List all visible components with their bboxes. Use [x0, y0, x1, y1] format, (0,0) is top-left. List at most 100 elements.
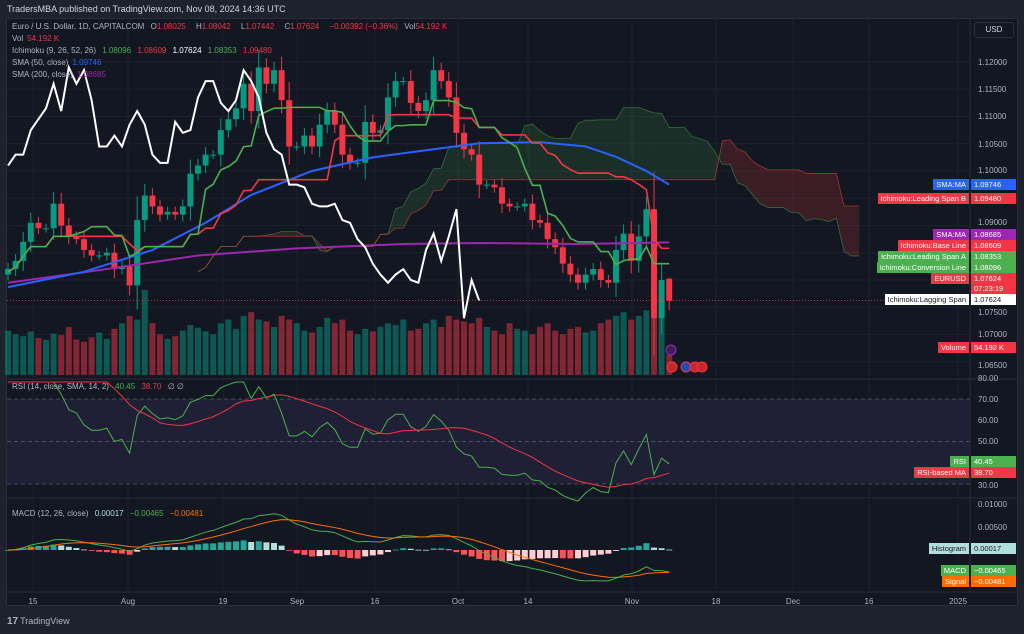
ichimoku-legend[interactable]: Ichimoku (9, 26, 52, 26) 1.08096 1.08609… — [12, 46, 276, 55]
candle-body — [613, 250, 619, 283]
ichimoku-cloud-segment — [798, 169, 806, 221]
macd-histogram-bar — [666, 549, 673, 551]
candle-body — [491, 184, 498, 188]
macd-histogram-bar — [271, 543, 277, 550]
macd-histogram-bar — [423, 549, 429, 551]
macd-histogram-bar — [233, 541, 239, 550]
sma200-legend[interactable]: SMA (200, close) 1.08685 — [12, 70, 110, 79]
price-tags-value: 1.08609 — [971, 240, 1016, 252]
candle-body — [468, 149, 475, 155]
currency-button[interactable]: USD — [974, 22, 1014, 38]
volume-bar — [225, 319, 232, 375]
candle-body — [12, 260, 19, 270]
macd-histogram-bar — [5, 550, 11, 551]
macd-histogram-bar — [544, 550, 551, 559]
macd-histogram-bar — [225, 541, 232, 550]
ichimoku-cloud-segment — [775, 169, 784, 208]
macd-histogram-bar — [453, 550, 460, 553]
rsi-ma-value: 38.70 — [141, 382, 162, 391]
candle-body — [210, 154, 217, 156]
ichimoku-cloud-segment — [600, 119, 609, 180]
sma50-legend[interactable]: SMA (50, close) 1.09746 — [12, 58, 105, 67]
macd-tags-label: Signal — [942, 576, 969, 588]
candle-body — [58, 203, 65, 226]
tag-value: 38.70 — [974, 467, 993, 477]
volume-bar — [445, 315, 452, 375]
macd-histogram-bar — [179, 547, 186, 550]
rsi-band — [7, 399, 970, 484]
volume-bar — [73, 339, 80, 375]
macd-histogram-bar — [582, 550, 589, 558]
candle-body — [339, 124, 346, 155]
macd-histogram-bar — [476, 550, 483, 559]
time-tick: Nov — [624, 597, 640, 606]
ichimoku-cloud-segment — [426, 168, 434, 206]
ichimoku-leading-span-a — [197, 107, 860, 273]
rsi-tags-label: RSI — [950, 455, 969, 467]
macd-histogram-bar — [50, 544, 57, 550]
ichimoku-cloud-segment — [441, 147, 449, 191]
macd-histogram-bar — [210, 543, 217, 550]
tag-value: −0.00481 — [974, 577, 1006, 587]
rsi-tick: 80.00 — [978, 374, 999, 383]
rsi-legend[interactable]: RSI (14, close, SMA, 14, 2) 40.45 38.70 … — [12, 382, 188, 391]
price-tags-label: Ichimoku:Leading Span A — [877, 251, 969, 263]
tradingview-brand[interactable]: 17 TradingView — [7, 616, 70, 627]
symbol-legend: Euro / U.S. Dollar, 1D, CAPITALCOM O1.08… — [12, 22, 455, 31]
ichimoku-label: Ichimoku (9, 26, 52, 26) — [12, 46, 97, 55]
sma50-label: SMA (50, close) — [12, 58, 69, 67]
tag-value: 1.08096 — [974, 263, 1002, 273]
price-tick: 1.11500 — [978, 85, 1007, 94]
macd-histogram-bar — [491, 550, 498, 561]
volume-bar — [126, 315, 133, 375]
volume-bar — [134, 319, 141, 375]
volume-bar — [491, 330, 498, 375]
volume-bar — [597, 323, 604, 375]
macd-histogram-bar — [521, 550, 528, 560]
volume-bar — [400, 319, 407, 375]
rsi-tags-value: 40.45 — [971, 455, 1016, 467]
volume-bar — [119, 323, 125, 375]
macd-histogram-bar — [286, 550, 293, 551]
macd-histogram-bar — [567, 550, 574, 559]
price-tags-value: 1.08353 — [971, 251, 1016, 263]
macd-legend[interactable]: MACD (12, 26, close) 0.00017 −0.00465 −0… — [12, 509, 207, 518]
candle-body — [438, 70, 445, 82]
sma50-line — [7, 141, 670, 289]
ichimoku-cloud-segment — [486, 143, 495, 180]
ichimoku-cloud-segment — [418, 183, 426, 211]
price-tick: 1.07500 — [978, 308, 1007, 317]
macd-histogram-bar — [172, 547, 179, 550]
macd-histogram-bar — [202, 543, 209, 550]
macd-histogram-bar — [658, 548, 665, 550]
macd-histogram-bar — [255, 541, 262, 550]
volume-bar — [12, 334, 19, 375]
candle-body — [529, 203, 536, 221]
candle-body — [27, 222, 34, 242]
ichimoku-cloud-segment — [540, 130, 548, 180]
ichimoku-cloud-segment — [448, 145, 457, 180]
ichimoku-cloud-segment — [676, 127, 685, 180]
candle-body — [537, 220, 543, 223]
macd-histogram-bar — [499, 550, 505, 562]
ichimoku-cloud-segment — [836, 173, 844, 252]
volume-bar — [567, 328, 574, 375]
macd-histogram-bar — [119, 550, 125, 554]
candle-body — [544, 222, 551, 240]
candle-body — [476, 154, 483, 185]
volume-bar — [111, 328, 118, 375]
candle-body — [225, 119, 232, 131]
volume-bar — [65, 326, 72, 375]
candle-body — [103, 252, 110, 256]
candle-body — [263, 67, 270, 84]
candle-body — [354, 162, 361, 164]
macd-histogram-bar — [195, 544, 201, 550]
ichimoku-cloud-segment — [517, 125, 525, 180]
ichimoku-conversion-value: 1.08096 — [102, 46, 132, 55]
candle-body — [73, 236, 80, 240]
time-tick: Sep — [289, 597, 305, 606]
volume-bar — [529, 334, 536, 375]
volume-legend[interactable]: Vol 54.192 K — [12, 34, 63, 43]
macd-histogram-bar — [613, 550, 619, 551]
